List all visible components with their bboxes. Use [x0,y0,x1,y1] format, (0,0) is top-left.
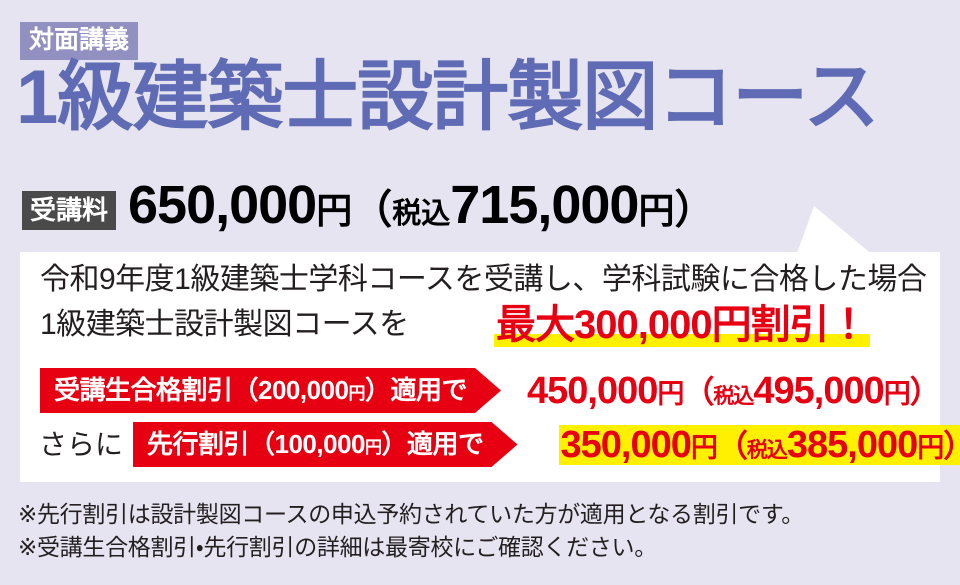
discount-banner-student-pass: 受講生合格割引（200,000 円 ）適用で [40,368,501,413]
discounted-tax-amount: 495,000 [753,369,884,412]
discounted-close-paren: ） [943,431,960,462]
discount-callout-box: 令和9年度1級建築士学科コースを受講し、学科試験に合格した場合 1級建築士設計製… [20,252,960,482]
discounted-tax-currency-unit: 円 [917,432,944,463]
discount-banner-main-text: 受講生合格割引（200,000 [54,375,349,405]
discounted-amount: 450,000 [527,369,658,412]
footnote-line-2: ※受講生合格割引・先行割引の詳細は最寄校にご確認ください。 [18,534,657,561]
discounted-tax-amount: 385,000 [786,423,918,466]
discount-banner-early-bird: 先行割引（100,000 円 ）適用で [133,422,518,467]
discount-banner-currency-unit: 円 [365,438,382,457]
tuition-price-row: 受講料 650,000 円 （ 税込 715,000 円 ） [22,178,714,234]
tuition-open-paren: （ [352,188,393,232]
discounted-tax-label: 税込 [713,384,754,408]
tuition-close-paren: ） [674,188,715,232]
tuition-fee-label: 受講料 [22,191,117,230]
discounted-open-paren: （ [716,428,748,464]
discounted-tax-label: 税込 [746,438,788,462]
discounted-open-paren: （ [683,374,714,410]
tuition-currency-unit: 円 [316,190,353,231]
discounted-price-early-bird: 350,000 円 （ 税込 385,000 円 ） [558,423,960,466]
discounted-currency-unit: 円 [690,432,718,463]
footnotes: ※先行割引は設計製図コースの申込予約されていた方が適用となる割引です。 ※受講生… [18,498,804,565]
discounted-price-student-pass: 450,000 円 （ 税込 495,000 円 ） [527,369,941,412]
discount-banner-tail-text: ）適用で [364,375,467,405]
discounted-tax-currency-unit: 円 [883,378,911,409]
footnote-line-1: ※先行割引は設計製図コースの申込予約されていた方が適用となる割引です。 [18,501,804,527]
tuition-tax-amount: 715,000 [450,175,639,235]
lecture-format-badge: 対面講義 [20,22,139,60]
tuition-amount: 650,000 [128,175,317,235]
discount-banner-tail-text: ）適用で [381,429,484,459]
discount-row-student-pass: 受講生合格割引（200,000 円 ）適用で 450,000 円 （ 税込 49… [40,368,941,413]
callout-condition-line: 令和9年度1級建築士学科コースを受講し、学科試験に合格した場合 [40,263,927,296]
max-discount-text: 最大300,000円割引！ [494,303,870,347]
discount-row-early-bird: さらに 先行割引（100,000 円 ）適用で 350,000 円 （ 税込 3… [25,422,960,467]
discounted-close-paren: ） [909,374,941,410]
tuition-tax-currency-unit: 円 [638,190,675,231]
page-title: 1級建築士設計製図コース [16,55,879,140]
callout-course-line: 1級建築士設計製図コースを [40,308,409,341]
additional-discount-prefix: さらに [39,428,124,460]
tuition-tax-label: 税込 [392,198,451,230]
callout-pointer-shape [796,206,874,256]
lecture-format-badge-row: 対面講義 [20,22,139,60]
discounted-amount: 350,000 [560,423,692,466]
discount-banner-main-text: 先行割引（100,000 [147,429,365,459]
discounted-currency-unit: 円 [657,378,684,409]
discount-banner-currency-unit: 円 [348,384,365,403]
